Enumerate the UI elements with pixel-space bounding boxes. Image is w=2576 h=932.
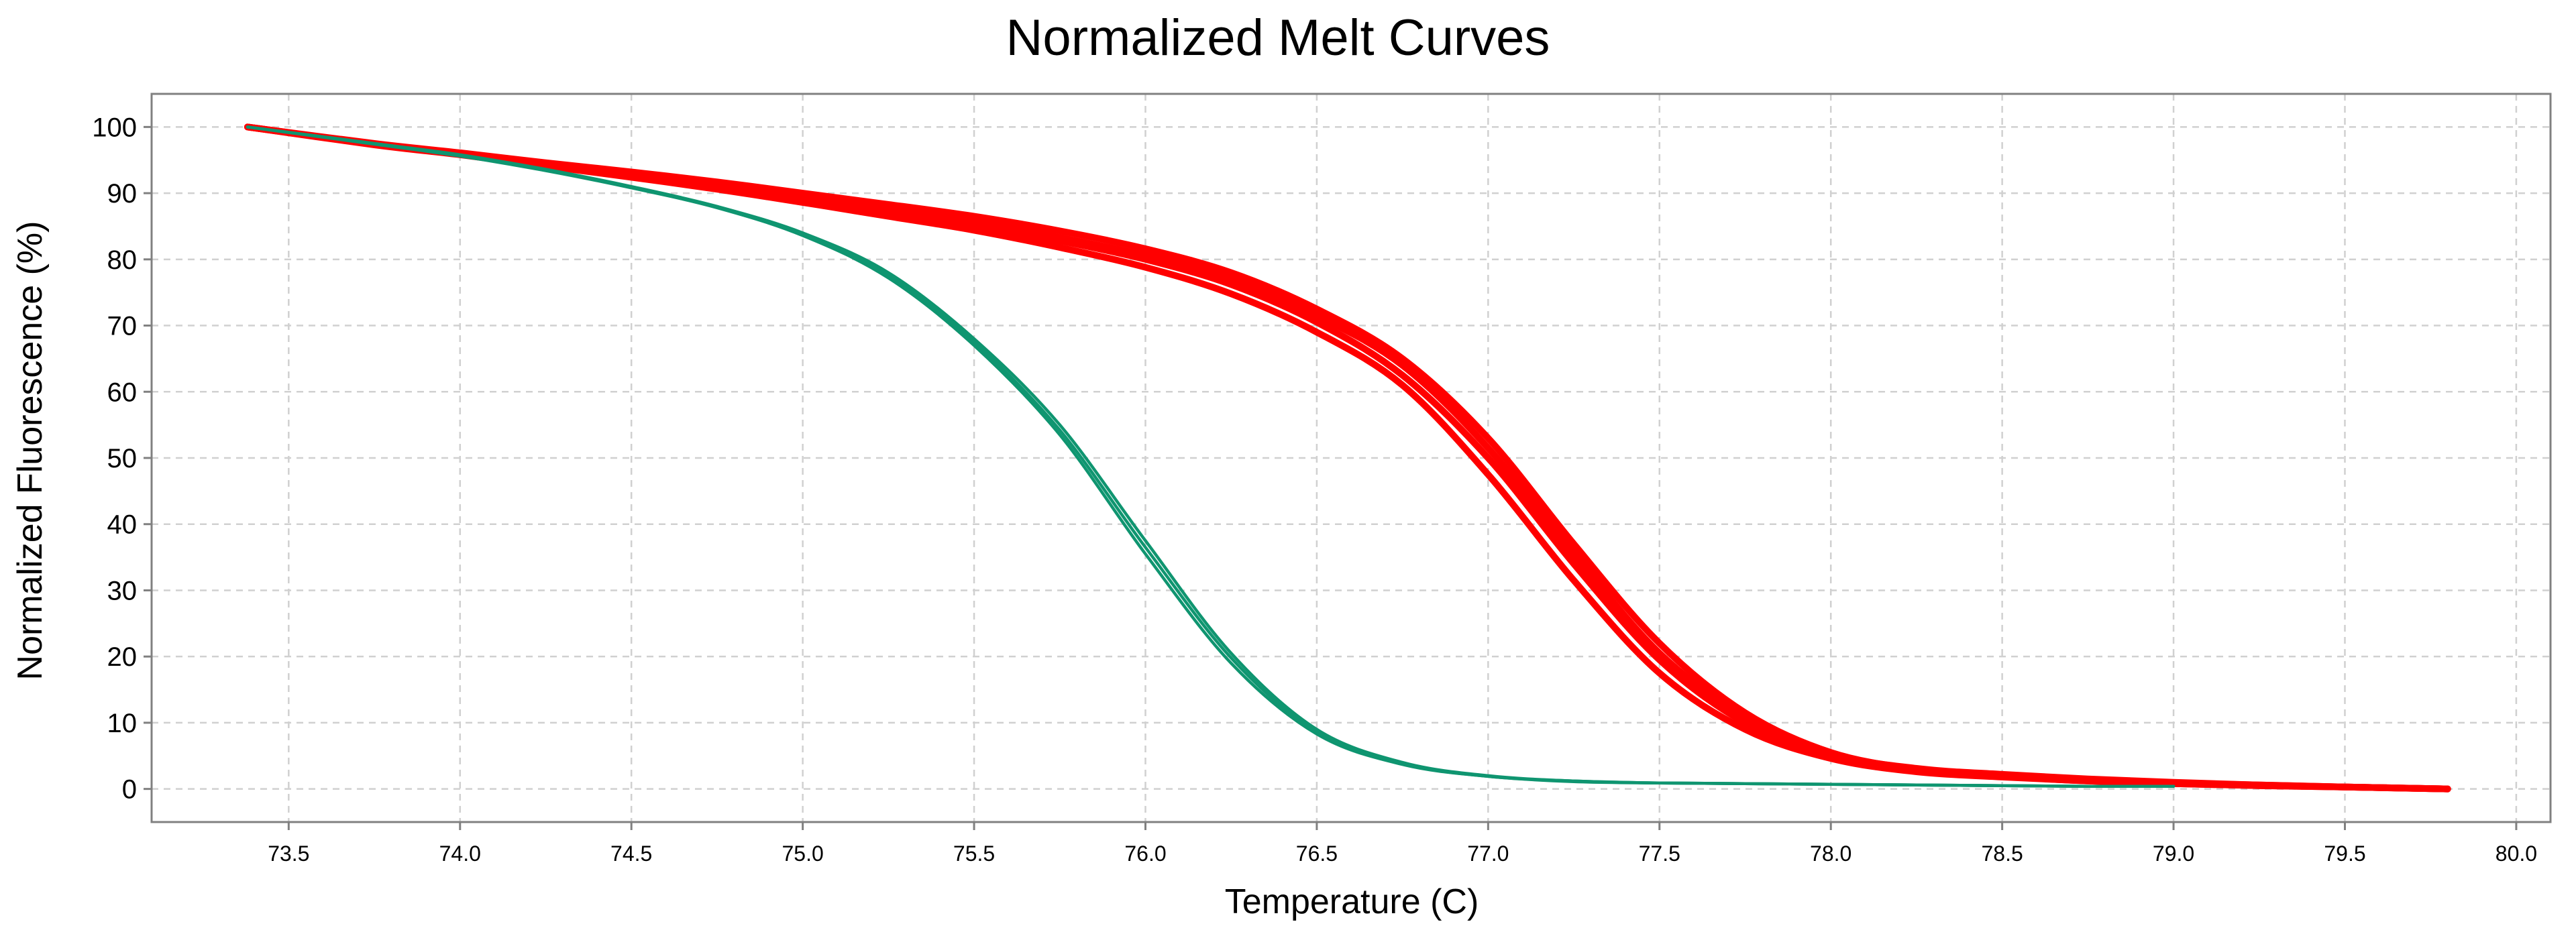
y-tick-label: 10 bbox=[107, 709, 138, 738]
y-tick-label: 70 bbox=[107, 312, 138, 341]
y-tick-label: 20 bbox=[107, 642, 138, 672]
x-tick-label: 76.0 bbox=[1124, 841, 1166, 866]
green-melt-curve bbox=[246, 125, 2176, 789]
red-melt-curve bbox=[244, 123, 2451, 793]
x-tick-label: 79.0 bbox=[2153, 841, 2194, 866]
data-series bbox=[244, 123, 2451, 793]
x-tick-label: 74.0 bbox=[439, 841, 481, 866]
y-tick-label: 60 bbox=[107, 377, 138, 407]
axis-ticks: 73.5 74.0 74.5 75.0 75.5 76.0 76.5 77.0 77.5 78.0… bbox=[92, 113, 2537, 866]
y-tick-label: 50 bbox=[107, 444, 138, 473]
x-tick-label: 76.5 bbox=[1296, 841, 1338, 866]
x-tick-label: 77.5 bbox=[1639, 841, 1680, 866]
x-axis-label: Temperature (C) bbox=[1225, 882, 1479, 921]
x-tick-label: 79.5 bbox=[2324, 841, 2365, 866]
y-tick-label: 90 bbox=[107, 179, 138, 209]
y-tick-label: 100 bbox=[92, 113, 137, 142]
x-tick-label: 78.5 bbox=[1981, 841, 2023, 866]
y-tick-label: 0 bbox=[122, 775, 137, 805]
x-tick-label: 73.5 bbox=[268, 841, 309, 866]
y-tick-label: 30 bbox=[107, 576, 138, 605]
y-tick-label: 40 bbox=[107, 510, 138, 540]
x-tick-label: 77.0 bbox=[1467, 841, 1509, 866]
y-tick-label: 80 bbox=[107, 245, 138, 275]
x-tick-label: 80.0 bbox=[2496, 841, 2537, 866]
y-axis-label: Normalized Fluorescence (%) bbox=[11, 221, 50, 681]
x-tick-label: 75.0 bbox=[782, 841, 823, 866]
chart-title: Normalized Melt Curves bbox=[1006, 9, 1550, 66]
x-tick-label: 74.5 bbox=[610, 841, 652, 866]
grid-lines bbox=[152, 94, 2551, 822]
x-tick-label: 75.5 bbox=[953, 841, 995, 866]
x-tick-label: 78.0 bbox=[1810, 841, 1851, 866]
